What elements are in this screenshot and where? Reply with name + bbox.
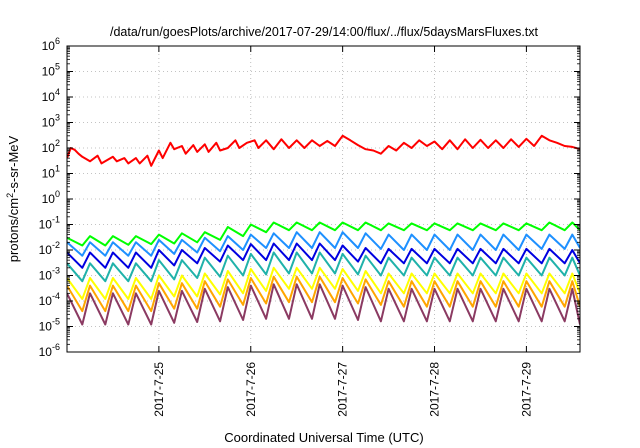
y-tick-label: 105 — [42, 62, 60, 79]
series-line — [67, 221, 580, 247]
y-tick-label: 102 — [42, 138, 60, 155]
series-line — [67, 251, 580, 283]
x-tick-label: 2017-7-26 — [244, 362, 258, 417]
x-tick-label: 2017-7-25 — [152, 362, 166, 417]
x-tick-label: 2017-7-27 — [336, 362, 350, 417]
grid — [67, 46, 580, 352]
x-axis-label: Coordinated Universal Time (UTC) — [224, 430, 423, 445]
y-axis-label-superscript: 2 — [5, 193, 15, 198]
y-tick-label: 103 — [42, 113, 60, 130]
y-tick-label: 100 — [42, 189, 60, 206]
x-tick-label: 2017-7-29 — [519, 362, 533, 417]
y-tick-label: 106 — [42, 36, 60, 53]
x-axis-ticks: 2017-7-25 2017-7-26 2017-7-27 2017-7-28 2017… — [152, 46, 533, 417]
y-tick-label: 10-2 — [39, 240, 60, 257]
series-layer — [67, 134, 580, 326]
series-line — [67, 283, 580, 326]
x-tick-label: 2017-7-28 — [428, 362, 442, 417]
series-line — [67, 231, 580, 257]
y-tick-label: 10-6 — [39, 342, 60, 359]
series-line — [67, 266, 580, 300]
y-tick-label: 10-1 — [39, 215, 60, 232]
y-axis-label: protons/cm2-s-sr-MeV — [5, 135, 21, 262]
chart-title: /data/run/goesPlots/archive/2017-07-29/1… — [110, 25, 539, 39]
y-axis-label-base: protons/cm — [6, 198, 21, 262]
y-tick-label: 10-3 — [39, 266, 60, 283]
y-axis-ticks: 10-6 10-5 10-4 10-3 10-2 10-1 100 101 102 103 104 1… — [39, 36, 580, 359]
series-line — [67, 134, 580, 167]
y-tick-label: 104 — [42, 87, 60, 104]
y-tick-label: 10-5 — [39, 317, 60, 334]
y-tick-label: 10-4 — [39, 291, 60, 308]
y-tick-label: 101 — [42, 164, 60, 181]
series-line — [67, 242, 580, 269]
series-line — [67, 275, 580, 313]
y-axis-label-rest: -s-sr-MeV — [6, 135, 21, 192]
